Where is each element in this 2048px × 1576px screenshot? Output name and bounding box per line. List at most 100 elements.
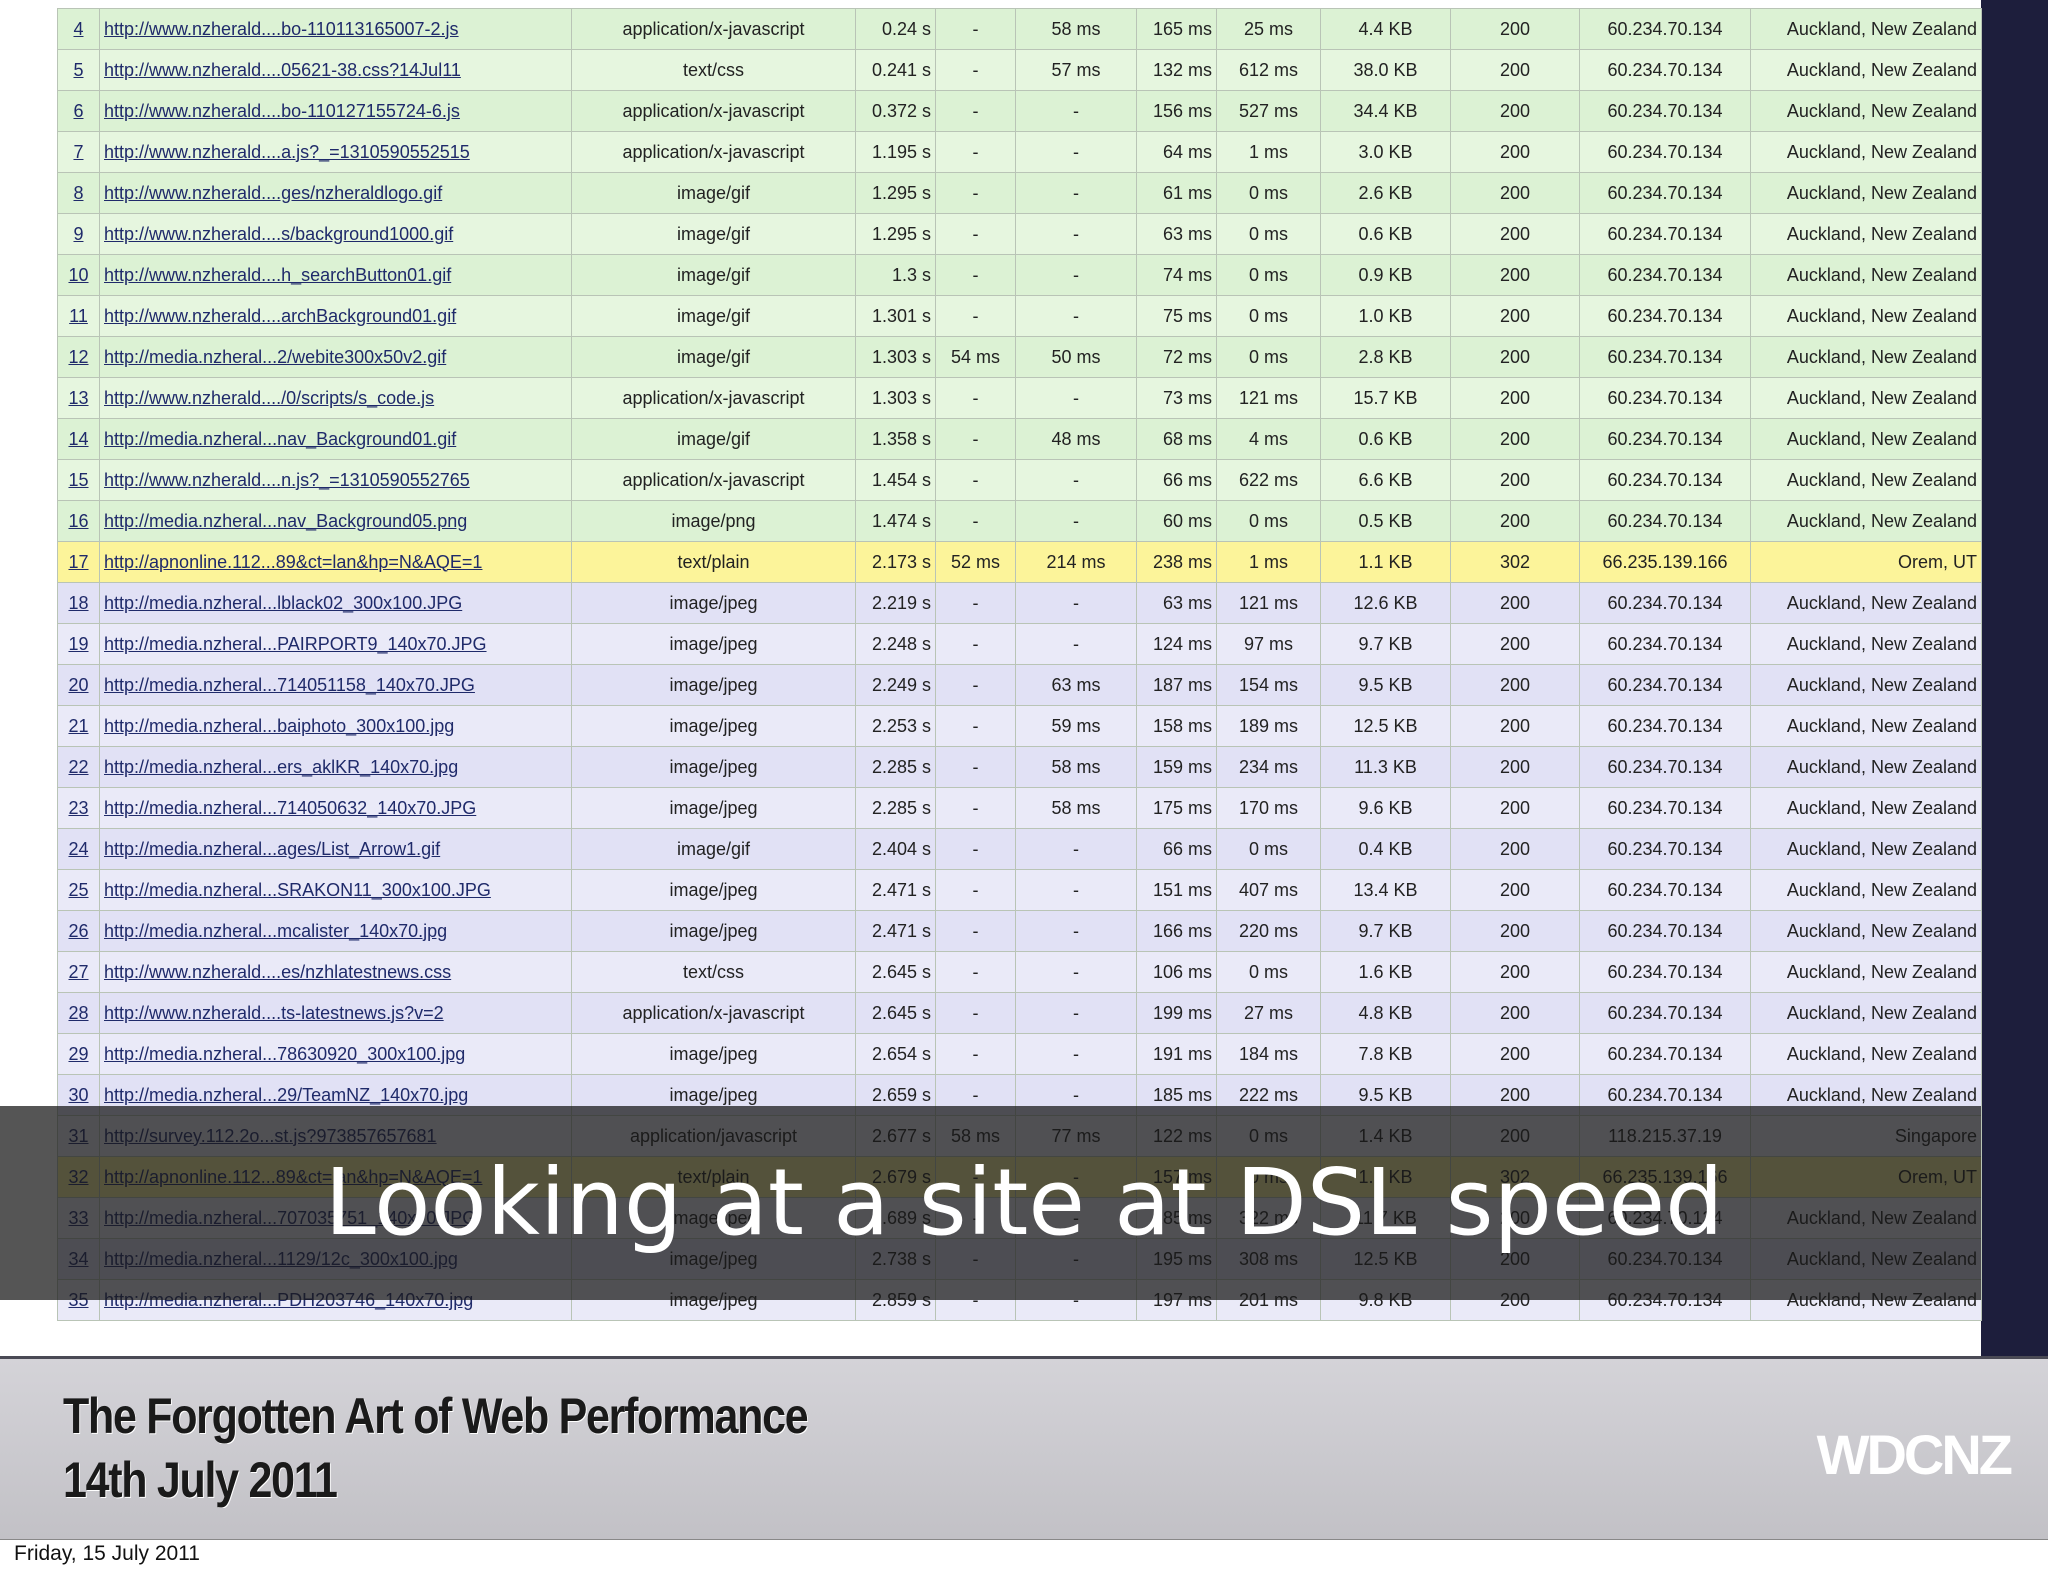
url-cell[interactable]: http://www.nzherald....bo-110113165007-2… — [99, 8, 572, 50]
table-cell: 2.654 s — [855, 1033, 936, 1075]
url-cell[interactable]: http://media.nzheral...78630920_300x100.… — [99, 1033, 572, 1075]
table-cell[interactable]: 15 — [57, 459, 100, 501]
table-cell[interactable]: 13 — [57, 377, 100, 419]
table-row: 13 http://www.nzherald..../0/scripts/s_co… — [57, 377, 1982, 419]
table-cell: - — [935, 623, 1016, 665]
table-cell: 1.474 s — [855, 500, 936, 542]
table-cell: 66.235.139.166 — [1579, 541, 1751, 583]
table-cell[interactable]: 28 — [57, 992, 100, 1034]
table-cell: 66 ms — [1136, 828, 1217, 870]
table-cell: 2.173 s — [855, 541, 936, 583]
table-cell: application/x-javascript — [571, 90, 856, 132]
table-cell: image/gif — [571, 828, 856, 870]
table-cell: 121 ms — [1216, 377, 1321, 419]
table-cell[interactable]: 16 — [57, 500, 100, 542]
url-cell[interactable]: http://www.nzherald....bo-110127155724-6… — [99, 90, 572, 132]
url-cell[interactable]: http://www.nzherald....ges/nzheraldlogo.… — [99, 172, 572, 214]
url-cell[interactable]: http://media.nzheral...PAIRPORT9_140x70.… — [99, 623, 572, 665]
table-cell: 165 ms — [1136, 8, 1217, 50]
table-cell: - — [935, 869, 1016, 911]
table-cell: 60.234.70.134 — [1579, 8, 1751, 50]
table-cell[interactable]: 27 — [57, 951, 100, 993]
table-cell[interactable]: 29 — [57, 1033, 100, 1075]
table-cell: 1 ms — [1216, 541, 1321, 583]
url-cell[interactable]: http://media.nzheral...714051158_140x70.… — [99, 664, 572, 706]
table-cell: Auckland, New Zealand — [1750, 787, 1982, 829]
table-cell[interactable]: 24 — [57, 828, 100, 870]
table-cell: Auckland, New Zealand — [1750, 1033, 1982, 1075]
table-row: 25 http://media.nzheral...SRAKON11_300x10… — [57, 869, 1982, 911]
table-cell[interactable]: 17 — [57, 541, 100, 583]
table-cell: 2.285 s — [855, 746, 936, 788]
table-cell[interactable]: 12 — [57, 336, 100, 378]
url-cell[interactable]: http://www.nzherald....es/nzhlatestnews.… — [99, 951, 572, 993]
table-cell[interactable]: 19 — [57, 623, 100, 665]
table-cell: 60.234.70.134 — [1579, 828, 1751, 870]
table-cell: 200 — [1450, 500, 1580, 542]
table-cell[interactable]: 9 — [57, 213, 100, 255]
url-cell[interactable]: http://www.nzherald....s/background1000.… — [99, 213, 572, 255]
url-cell[interactable]: http://media.nzheral...nav_Background01.… — [99, 418, 572, 460]
url-cell[interactable]: http://media.nzheral...ers_aklKR_140x70.… — [99, 746, 572, 788]
table-row: 5 http://www.nzherald....05621-38.css?14J… — [57, 49, 1982, 91]
table-cell[interactable]: 4 — [57, 8, 100, 50]
table-cell: 214 ms — [1015, 541, 1137, 583]
table-cell[interactable]: 18 — [57, 582, 100, 624]
table-cell: - — [1015, 869, 1137, 911]
table-cell[interactable]: 20 — [57, 664, 100, 706]
table-cell[interactable]: 5 — [57, 49, 100, 91]
url-cell[interactable]: http://media.nzheral...nav_Background05.… — [99, 500, 572, 542]
url-cell[interactable]: http://apnonline.112...89&ct=lan&hp=N&AQ… — [99, 541, 572, 583]
table-cell[interactable]: 11 — [57, 295, 100, 337]
table-cell[interactable]: 23 — [57, 787, 100, 829]
table-cell[interactable]: 14 — [57, 418, 100, 460]
url-cell[interactable]: http://media.nzheral...ages/List_Arrow1.… — [99, 828, 572, 870]
table-cell[interactable]: 7 — [57, 131, 100, 173]
table-cell: 200 — [1450, 869, 1580, 911]
url-cell[interactable]: http://www.nzherald..../0/scripts/s_code… — [99, 377, 572, 419]
table-cell: 75 ms — [1136, 295, 1217, 337]
table-cell: image/jpeg — [571, 1033, 856, 1075]
table-cell: 200 — [1450, 172, 1580, 214]
table-cell: 159 ms — [1136, 746, 1217, 788]
table-cell[interactable]: 26 — [57, 910, 100, 952]
table-cell[interactable]: 6 — [57, 90, 100, 132]
url-cell[interactable]: http://media.nzheral...714050632_140x70.… — [99, 787, 572, 829]
url-cell[interactable]: http://media.nzheral...2/webite300x50v2.… — [99, 336, 572, 378]
url-cell[interactable]: http://media.nzheral...mcalister_140x70.… — [99, 910, 572, 952]
table-cell: 175 ms — [1136, 787, 1217, 829]
url-cell[interactable]: http://www.nzherald....h_searchButton01.… — [99, 254, 572, 296]
table-cell: 0.241 s — [855, 49, 936, 91]
url-cell[interactable]: http://media.nzheral...SRAKON11_300x100.… — [99, 869, 572, 911]
table-cell: 54 ms — [935, 336, 1016, 378]
table-cell: 170 ms — [1216, 787, 1321, 829]
table-row: 19 http://media.nzheral...PAIRPORT9_140x7… — [57, 623, 1982, 665]
url-cell[interactable]: http://media.nzheral...baiphoto_300x100.… — [99, 705, 572, 747]
table-cell[interactable]: 21 — [57, 705, 100, 747]
table-cell: - — [1015, 1033, 1137, 1075]
table-cell[interactable]: 8 — [57, 172, 100, 214]
table-row: 23 http://media.nzheral...714050632_140x7… — [57, 787, 1982, 829]
table-cell: 60.234.70.134 — [1579, 90, 1751, 132]
url-cell[interactable]: http://media.nzheral...lblack02_300x100.… — [99, 582, 572, 624]
table-cell: text/plain — [571, 541, 856, 583]
table-cell: Auckland, New Zealand — [1750, 49, 1982, 91]
url-cell[interactable]: http://www.nzherald....archBackground01.… — [99, 295, 572, 337]
table-cell: 0 ms — [1216, 500, 1321, 542]
table-cell: 60.234.70.134 — [1579, 582, 1751, 624]
table-cell: Auckland, New Zealand — [1750, 90, 1982, 132]
table-cell[interactable]: 10 — [57, 254, 100, 296]
url-cell[interactable]: http://www.nzherald....ts-latestnews.js?… — [99, 992, 572, 1034]
table-cell: image/gif — [571, 254, 856, 296]
url-cell[interactable]: http://www.nzherald....n.js?_=1310590552… — [99, 459, 572, 501]
table-cell: - — [935, 1033, 1016, 1075]
url-cell[interactable]: http://www.nzherald....a.js?_=1310590552… — [99, 131, 572, 173]
table-cell: 1.1 KB — [1320, 541, 1451, 583]
url-cell[interactable]: http://www.nzherald....05621-38.css?14Ju… — [99, 49, 572, 91]
table-row: 15 http://www.nzherald....n.js?_=13105905… — [57, 459, 1982, 501]
table-cell[interactable]: 25 — [57, 869, 100, 911]
table-cell: 124 ms — [1136, 623, 1217, 665]
table-row: 7 http://www.nzherald....a.js?_=131059055… — [57, 131, 1982, 173]
table-cell[interactable]: 22 — [57, 746, 100, 788]
table-row: 18 http://media.nzheral...lblack02_300x10… — [57, 582, 1982, 624]
